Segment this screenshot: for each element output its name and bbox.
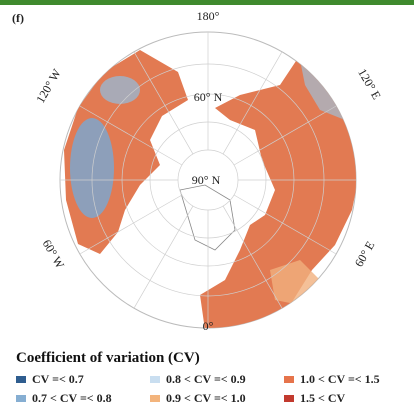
legend-label: 0.9 < CV =< 1.0 <box>166 391 246 405</box>
legend-swatch <box>284 395 294 402</box>
alaska-mix <box>100 76 140 104</box>
eurasia <box>200 40 356 328</box>
longitude-label: 120° E <box>355 66 384 102</box>
legend: CV =< 0.7 0.7 < CV =< 0.8 0.8 < CV =< 0.9 0… <box>16 372 380 405</box>
meridian <box>233 194 337 255</box>
greenland <box>179 184 236 251</box>
legend-swatch <box>16 395 26 402</box>
legend-swatch <box>150 376 160 383</box>
longitude-label: 120° W <box>33 66 64 106</box>
meridians <box>60 32 356 328</box>
meridian <box>222 51 283 155</box>
meridian <box>233 105 337 166</box>
panel-label: (f) <box>12 11 24 25</box>
longitude-label: 180° <box>197 9 220 23</box>
legend-swatch <box>284 376 294 383</box>
longitude-label: 60° E <box>352 239 378 270</box>
graticule <box>60 32 356 328</box>
latitude-label: 90° N <box>192 173 221 187</box>
legend-label: 0.7 < CV =< 0.8 <box>32 391 112 405</box>
meridian <box>79 194 183 255</box>
legend-label: 1.0 < CV =< 1.5 <box>300 372 380 386</box>
longitude-label: 0° <box>203 319 214 333</box>
meridian <box>133 51 194 155</box>
legend-label: 1.5 < CV <box>300 391 346 405</box>
latitude-label: 60° N <box>194 90 223 104</box>
meridian <box>79 105 183 166</box>
legend-label: CV =< 0.7 <box>32 372 84 386</box>
longitude-label: 60° W <box>40 237 68 271</box>
top-bar <box>0 0 414 5</box>
legend-title: Coefficient of variation (CV) <box>16 350 200 366</box>
legend-label: 0.8 < CV =< 0.9 <box>166 372 246 386</box>
legend-swatch <box>16 376 26 383</box>
meridian <box>133 205 194 309</box>
meridian <box>222 205 283 309</box>
north-america-mix <box>70 118 114 218</box>
legend-swatch <box>150 395 160 402</box>
